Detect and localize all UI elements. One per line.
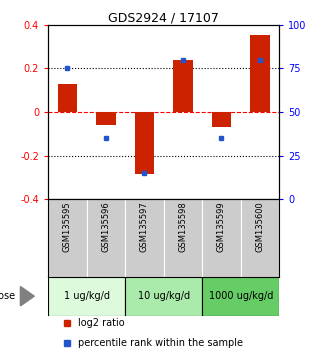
Text: percentile rank within the sample: percentile rank within the sample bbox=[78, 338, 243, 348]
Bar bbox=[202, 199, 241, 277]
Bar bbox=[87, 199, 125, 277]
Text: 1 ug/kg/d: 1 ug/kg/d bbox=[64, 291, 110, 301]
Bar bbox=[212, 112, 231, 127]
Text: GSM135599: GSM135599 bbox=[217, 201, 226, 252]
Bar bbox=[202, 277, 279, 315]
Text: log2 ratio: log2 ratio bbox=[78, 318, 125, 328]
Text: 10 ug/kg/d: 10 ug/kg/d bbox=[138, 291, 190, 301]
Bar bbox=[164, 199, 202, 277]
Text: GSM135595: GSM135595 bbox=[63, 201, 72, 252]
Bar bbox=[241, 199, 279, 277]
Bar bbox=[58, 84, 77, 112]
Text: GSM135596: GSM135596 bbox=[101, 201, 110, 252]
Text: GSM135597: GSM135597 bbox=[140, 201, 149, 252]
Bar bbox=[250, 35, 270, 112]
Title: GDS2924 / 17107: GDS2924 / 17107 bbox=[108, 12, 219, 25]
Text: dose: dose bbox=[0, 291, 16, 301]
Polygon shape bbox=[21, 286, 34, 306]
Text: GSM135600: GSM135600 bbox=[256, 201, 265, 252]
Bar bbox=[48, 277, 125, 315]
Bar bbox=[125, 199, 164, 277]
Bar bbox=[135, 112, 154, 174]
Bar bbox=[173, 60, 193, 112]
Text: 1000 ug/kg/d: 1000 ug/kg/d bbox=[209, 291, 273, 301]
Text: GSM135598: GSM135598 bbox=[178, 201, 187, 252]
Bar bbox=[96, 112, 116, 125]
Bar bbox=[48, 199, 87, 277]
Bar bbox=[125, 277, 202, 315]
